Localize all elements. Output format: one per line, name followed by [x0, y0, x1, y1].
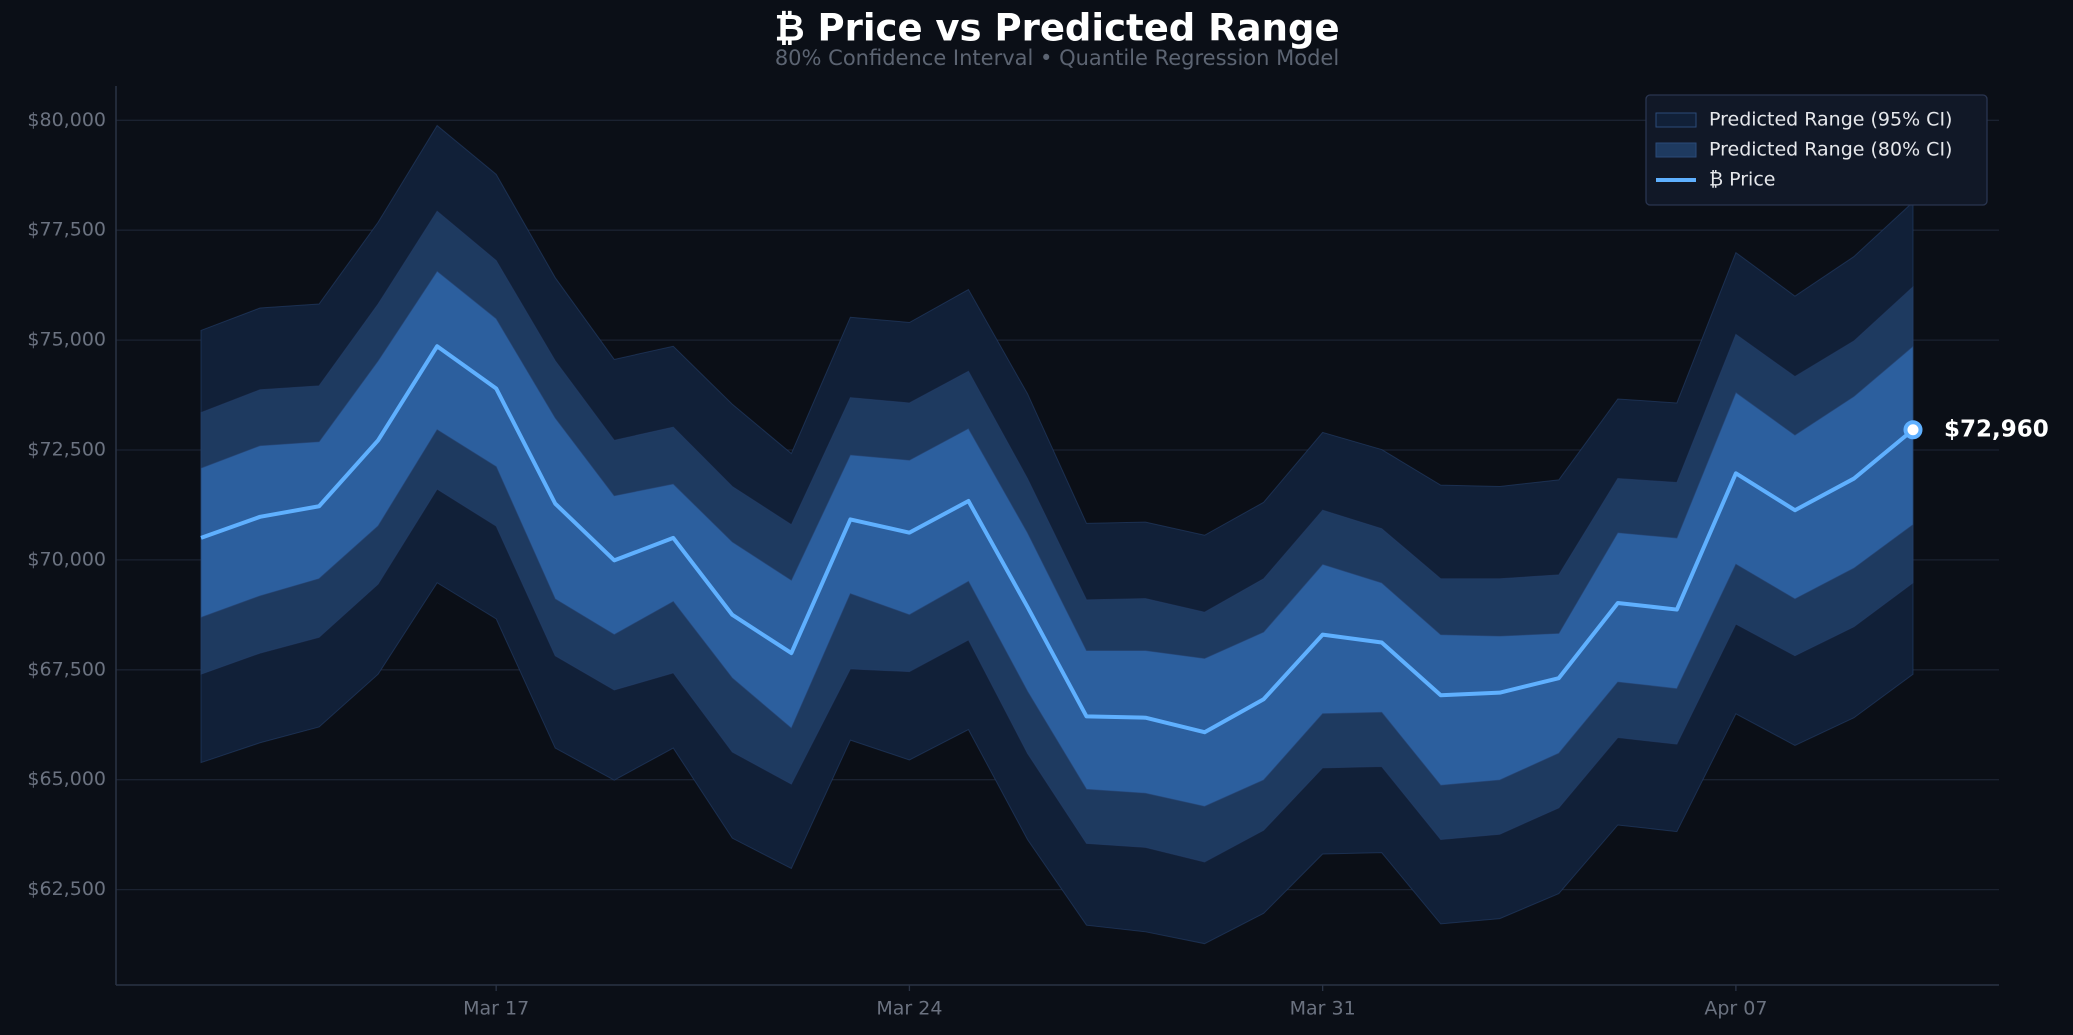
price-line — [200, 344, 1915, 735]
y-tick-label: $75,000 — [27, 329, 106, 351]
band-area — [200, 270, 1914, 808]
last-point — [1903, 420, 1923, 440]
y-tick-label: $80,000 — [27, 109, 106, 131]
legend-label: Predicted Range (95% CI) — [1709, 109, 1952, 131]
legend-label: ₿ Price — [1709, 169, 1775, 191]
x-tick-label: Mar 24 — [876, 998, 942, 1020]
y-tick-label: $62,500 — [27, 878, 106, 900]
y-tick-label: $70,000 — [27, 548, 106, 570]
chart-title: ₿ Price vs Predicted Range — [774, 7, 1339, 50]
y-tick-label: $77,500 — [27, 219, 106, 241]
x-tick-label: Apr 07 — [1704, 998, 1767, 1020]
y-tick-label: $72,500 — [27, 438, 106, 460]
y-tick-label: $65,000 — [27, 768, 106, 790]
x-tick-label: Mar 31 — [1290, 998, 1356, 1020]
legend-label: Predicted Range (80% CI) — [1709, 139, 1952, 161]
x-tick-label: Mar 17 — [463, 998, 529, 1020]
legend-box — [1645, 94, 1988, 206]
value-label: $72,960 — [1944, 416, 2049, 442]
legend-swatch — [1655, 142, 1697, 158]
chart-subtitle: 80% Confidence Interval • Quantile Regre… — [775, 46, 1339, 70]
y-tick-label: $67,500 — [27, 658, 106, 680]
legend-swatch — [1655, 112, 1697, 128]
